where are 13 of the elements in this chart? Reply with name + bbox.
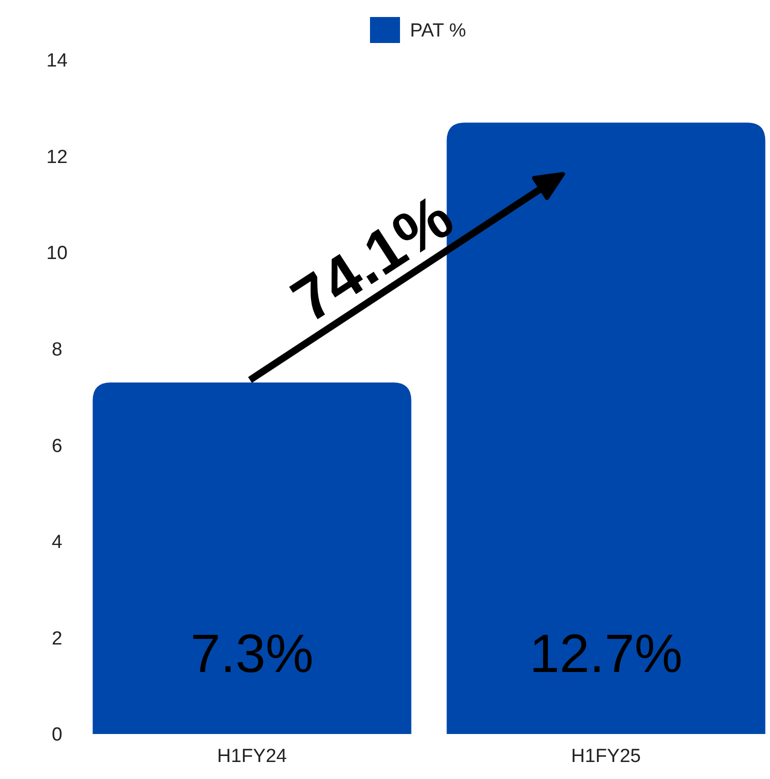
y-tick-label: 0: [52, 724, 62, 746]
y-tick-label: 10: [46, 243, 68, 264]
y-tick-label: 14: [46, 50, 68, 72]
y-tick-label: 8: [52, 340, 62, 361]
y-tick-label: 12: [46, 146, 68, 168]
y-tick-label: 6: [52, 436, 62, 457]
y-tick-label: 2: [52, 628, 62, 650]
y-tick-label: 4: [52, 532, 63, 554]
x-tick-label: H1FY24: [217, 746, 288, 767]
data-label: 12.7%: [529, 624, 683, 684]
x-tick-label: H1FY25: [571, 746, 641, 767]
data-label: 7.3%: [190, 624, 314, 684]
legend-label: PAT %: [410, 20, 466, 42]
